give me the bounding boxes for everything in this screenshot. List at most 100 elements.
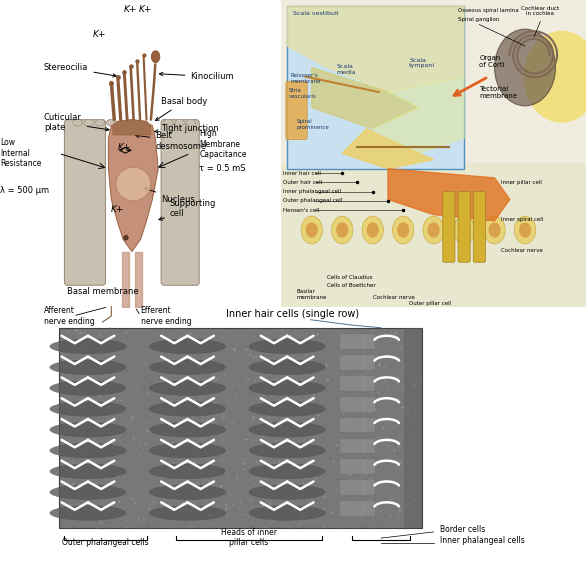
FancyBboxPatch shape: [286, 81, 307, 140]
Ellipse shape: [495, 29, 556, 106]
Text: Supporting
cell: Supporting cell: [159, 199, 216, 220]
Polygon shape: [287, 6, 464, 92]
Ellipse shape: [50, 402, 126, 416]
Ellipse shape: [249, 485, 325, 499]
Text: Cochlear nerve: Cochlear nerve: [373, 295, 414, 300]
Ellipse shape: [50, 423, 126, 437]
Ellipse shape: [149, 464, 226, 479]
Text: K+: K+: [124, 5, 137, 14]
Text: Cells of Boettcher: Cells of Boettcher: [327, 283, 376, 288]
Text: Cells of Claudius: Cells of Claudius: [327, 275, 373, 280]
Ellipse shape: [484, 216, 505, 244]
Text: Inner spiral cell: Inner spiral cell: [500, 217, 543, 222]
Ellipse shape: [84, 119, 94, 126]
Text: K+: K+: [138, 5, 152, 14]
Text: Cuticular
plate: Cuticular plate: [44, 113, 109, 132]
Ellipse shape: [73, 119, 82, 126]
Text: Organ
of Corti: Organ of Corti: [479, 56, 505, 69]
Ellipse shape: [50, 339, 126, 354]
FancyBboxPatch shape: [340, 460, 375, 474]
FancyBboxPatch shape: [281, 162, 586, 307]
Ellipse shape: [149, 485, 226, 499]
Ellipse shape: [519, 222, 531, 237]
Ellipse shape: [249, 360, 325, 374]
Ellipse shape: [249, 339, 325, 354]
Ellipse shape: [50, 464, 126, 479]
Text: Hensen's cell: Hensen's cell: [283, 208, 319, 212]
Ellipse shape: [116, 167, 151, 201]
Ellipse shape: [175, 119, 185, 126]
Ellipse shape: [149, 339, 226, 354]
Text: Nucleus: Nucleus: [144, 188, 195, 204]
Ellipse shape: [249, 381, 325, 395]
Ellipse shape: [393, 216, 414, 244]
Ellipse shape: [50, 381, 126, 395]
FancyBboxPatch shape: [287, 6, 464, 169]
Polygon shape: [388, 169, 510, 221]
Text: Inner hair cell: Inner hair cell: [283, 171, 321, 176]
FancyBboxPatch shape: [443, 191, 455, 262]
Ellipse shape: [149, 506, 226, 520]
Text: Spiral
prominence: Spiral prominence: [297, 119, 329, 130]
Text: Belt
desmosome: Belt desmosome: [136, 131, 206, 151]
Text: Scala
tympani: Scala tympani: [409, 58, 435, 69]
Ellipse shape: [249, 506, 325, 520]
Ellipse shape: [149, 360, 226, 374]
Ellipse shape: [489, 222, 500, 237]
Text: Tight junction: Tight junction: [155, 124, 219, 133]
Text: K+: K+: [93, 30, 106, 39]
Ellipse shape: [428, 222, 440, 237]
Ellipse shape: [151, 51, 159, 62]
Polygon shape: [373, 77, 464, 153]
Ellipse shape: [50, 485, 126, 499]
FancyBboxPatch shape: [64, 120, 105, 285]
Text: Heads of inner
pillar cells: Heads of inner pillar cells: [221, 528, 277, 548]
Text: Stereocilia: Stereocilia: [44, 63, 116, 77]
Text: Cochlear nerve: Cochlear nerve: [500, 248, 543, 253]
Ellipse shape: [249, 443, 325, 458]
Text: Inner hair cells (single row): Inner hair cells (single row): [226, 309, 360, 319]
Text: Basal membrane: Basal membrane: [67, 287, 138, 296]
Text: Scala
media: Scala media: [336, 64, 356, 74]
FancyBboxPatch shape: [340, 501, 375, 516]
Ellipse shape: [367, 222, 379, 237]
FancyBboxPatch shape: [340, 376, 375, 391]
Text: Afferent
nerve ending: Afferent nerve ending: [44, 306, 94, 325]
Text: High
Membrane
Capacitance: High Membrane Capacitance: [199, 130, 247, 159]
Text: Tectorial
membrane: Tectorial membrane: [479, 86, 517, 99]
Text: Outer phalangeal cells: Outer phalangeal cells: [62, 538, 149, 548]
Ellipse shape: [149, 443, 226, 458]
Text: Osseous spiral lamina: Osseous spiral lamina: [458, 9, 519, 13]
Ellipse shape: [50, 506, 126, 520]
Text: Reissner's
membrane: Reissner's membrane: [291, 73, 321, 84]
Text: Scala vestibuli: Scala vestibuli: [294, 11, 339, 16]
Ellipse shape: [149, 402, 226, 416]
FancyBboxPatch shape: [161, 120, 199, 285]
Polygon shape: [108, 120, 158, 252]
Text: Inner phalangeal cell: Inner phalangeal cell: [283, 189, 341, 194]
FancyBboxPatch shape: [340, 438, 375, 453]
Ellipse shape: [50, 360, 126, 374]
Ellipse shape: [149, 381, 226, 395]
Text: Low
Internal
Resistance: Low Internal Resistance: [0, 139, 42, 168]
Ellipse shape: [249, 464, 325, 479]
Text: Basal body: Basal body: [155, 97, 207, 120]
FancyBboxPatch shape: [340, 355, 375, 370]
Ellipse shape: [336, 222, 348, 237]
Text: Cochlear duct
in cochlea: Cochlear duct in cochlea: [521, 6, 560, 16]
Text: Outer pillar cell: Outer pillar cell: [409, 301, 451, 306]
Ellipse shape: [95, 119, 105, 126]
Ellipse shape: [107, 119, 116, 126]
Text: Outer hair cell: Outer hair cell: [283, 180, 322, 185]
Text: Efferent
nerve ending: Efferent nerve ending: [141, 306, 191, 325]
FancyBboxPatch shape: [340, 335, 375, 349]
Ellipse shape: [332, 216, 353, 244]
Ellipse shape: [397, 222, 409, 237]
Text: Inner pillar cell: Inner pillar cell: [500, 180, 541, 185]
Ellipse shape: [249, 423, 325, 437]
Ellipse shape: [164, 119, 173, 126]
Text: Basilar
membrane: Basilar membrane: [297, 289, 327, 300]
Text: Kinocilium: Kinocilium: [159, 72, 234, 81]
Ellipse shape: [454, 216, 475, 244]
Ellipse shape: [306, 222, 318, 237]
